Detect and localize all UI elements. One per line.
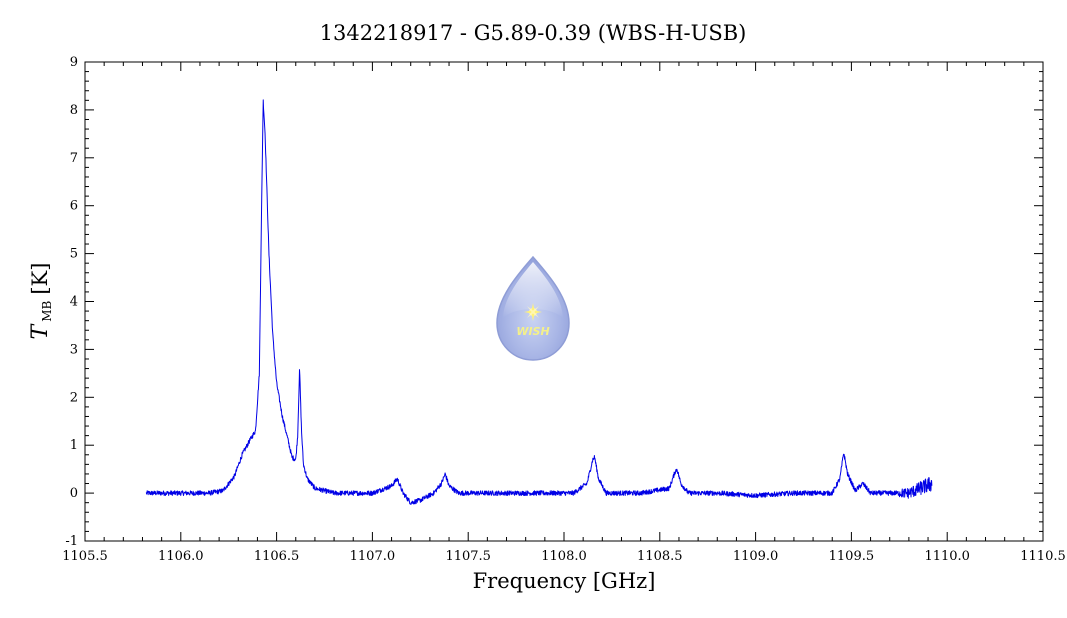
y-tick-label: 9 xyxy=(70,55,78,70)
x-tick-label: 1107.0 xyxy=(350,549,396,564)
y-tick-label: 4 xyxy=(70,295,78,310)
x-tick-label: 1110.5 xyxy=(1020,549,1066,564)
x-tick-label: 1105.5 xyxy=(62,549,108,564)
y-tick-labels: -1 0 1 2 3 4 5 6 7 8 9 xyxy=(65,55,78,549)
wish-logo: WISH xyxy=(496,255,570,361)
x-tick-label: 1106.5 xyxy=(254,549,300,564)
svg-text:WISH: WISH xyxy=(516,325,549,338)
x-tick-label: 1110.0 xyxy=(924,549,970,564)
y-tick-label: 5 xyxy=(70,247,78,262)
plot-frame xyxy=(84,61,1044,542)
x-tick-label: 1106.0 xyxy=(158,549,204,564)
y-tick-label: 1 xyxy=(70,438,78,453)
chart-title: 1342218917 - G5.89-0.39 (WBS-H-USB) xyxy=(320,21,747,45)
svg-text:TMB[K]: TMB[K] xyxy=(28,263,54,340)
spectrum-series-line xyxy=(145,99,933,505)
x-tick-label: 1108.0 xyxy=(541,549,587,564)
x-tick-label: 1109.5 xyxy=(829,549,875,564)
y-tick-label: 6 xyxy=(70,199,78,214)
star-icon xyxy=(524,303,542,321)
y-tick-label: 2 xyxy=(70,390,78,405)
y-tick-label: 3 xyxy=(70,342,78,357)
x-axis-label: Frequency [GHz] xyxy=(473,569,656,593)
x-tick-label: 1108.5 xyxy=(637,549,683,564)
y-tick-label: 0 xyxy=(70,486,78,501)
y-tick-label: -1 xyxy=(65,534,78,549)
x-tick-label: 1109.0 xyxy=(733,549,779,564)
y-tick-label: 8 xyxy=(70,103,78,118)
x-tick-labels: 1105.5 1106.0 1106.5 1107.0 1107.5 1108.0 1108… xyxy=(62,549,1066,564)
x-tick-label: 1107.5 xyxy=(445,549,491,564)
y-tick-label: 7 xyxy=(70,151,78,166)
y-axis-label: TMB[K] xyxy=(28,263,54,340)
